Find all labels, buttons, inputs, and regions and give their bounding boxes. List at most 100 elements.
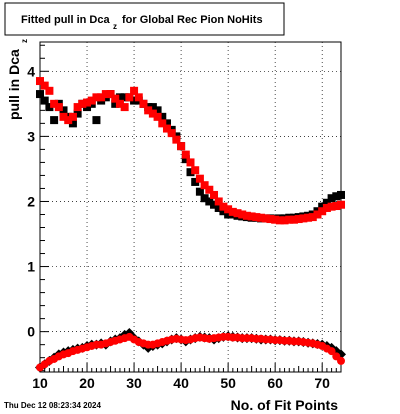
x-tick-label: 20 <box>79 375 95 391</box>
x-axis-title: No. of Fit Points <box>231 397 339 413</box>
data-markers <box>35 77 346 373</box>
data-point <box>144 106 153 115</box>
data-point <box>134 93 143 102</box>
data-point <box>327 202 336 211</box>
x-tick-label: 70 <box>314 375 330 391</box>
date-stamp: Thu Dec 12 08:23:34 2024 <box>4 401 101 410</box>
data-point <box>337 356 345 365</box>
data-point <box>322 203 331 212</box>
data-point <box>219 207 228 216</box>
data-point <box>73 103 82 112</box>
y-axis-title-main: pull in Dca <box>6 49 22 120</box>
data-point <box>195 187 204 196</box>
data-point <box>280 216 289 225</box>
data-point <box>162 124 171 133</box>
title-main: Fitted pull in Dca <box>21 14 110 26</box>
data-point <box>50 116 59 125</box>
data-point <box>228 207 237 216</box>
data-point <box>266 215 275 224</box>
data-point <box>205 197 214 206</box>
data-point <box>68 119 77 128</box>
data-point <box>83 103 92 112</box>
data-point <box>59 106 68 115</box>
data-point <box>210 200 219 209</box>
data-point <box>167 129 176 138</box>
data-point <box>200 181 209 190</box>
data-point <box>332 192 341 201</box>
data-point <box>50 99 59 108</box>
data-point <box>36 77 44 86</box>
x-tick-label: 10 <box>32 375 48 391</box>
data-point <box>40 81 49 90</box>
data-point <box>78 99 87 108</box>
data-point <box>224 210 233 219</box>
y-tick-label: 1 <box>27 259 35 275</box>
tick-labels: 10 20 30 40 50 60 70 0 1 2 3 4 <box>27 63 330 391</box>
data-point <box>238 210 247 219</box>
y-tick-label: 4 <box>27 63 35 79</box>
data-point <box>101 90 110 99</box>
data-point <box>158 112 167 121</box>
data-point <box>308 213 317 222</box>
data-point <box>318 202 327 211</box>
data-point <box>83 98 92 107</box>
data-point <box>181 150 190 159</box>
data-point <box>36 90 44 99</box>
data-point <box>111 99 120 108</box>
data-point <box>106 90 115 99</box>
data-point <box>205 185 214 194</box>
data-point <box>271 215 280 224</box>
data-point <box>120 93 129 102</box>
data-point <box>68 112 77 121</box>
data-point <box>148 103 157 112</box>
data-point <box>186 158 195 167</box>
data-point <box>285 215 294 224</box>
data-point <box>224 205 233 214</box>
data-point <box>233 209 242 218</box>
data-point <box>153 112 162 121</box>
data-point <box>148 109 157 118</box>
data-point <box>252 213 261 222</box>
data-point <box>54 103 63 112</box>
data-point <box>195 174 204 183</box>
data-point <box>73 109 82 118</box>
data-point <box>111 94 120 103</box>
data-point <box>40 96 49 105</box>
data-point <box>92 93 101 102</box>
data-point <box>177 142 186 151</box>
data-point <box>92 116 101 125</box>
data-point <box>115 93 124 102</box>
y-tick-label: 2 <box>27 193 35 209</box>
data-point <box>327 194 336 203</box>
data-point <box>130 86 139 95</box>
data-point <box>332 202 341 211</box>
data-point <box>318 207 327 216</box>
data-point <box>210 190 219 199</box>
data-point <box>299 214 308 223</box>
y-axis-title-subscript: z <box>20 39 29 43</box>
data-point <box>120 103 129 112</box>
data-point <box>59 112 68 121</box>
data-point <box>153 106 162 115</box>
plot-frame <box>39 41 342 373</box>
data-point <box>97 93 106 102</box>
data-point <box>289 215 298 224</box>
data-point <box>313 210 322 219</box>
data-point <box>162 119 171 128</box>
data-point <box>257 213 266 222</box>
data-point <box>304 213 313 222</box>
y-tick-label: 3 <box>27 128 35 144</box>
data-point <box>181 155 190 164</box>
data-point <box>45 103 54 112</box>
data-point <box>214 197 223 206</box>
data-point <box>261 214 270 223</box>
series-2 <box>36 77 345 225</box>
data-point <box>327 347 336 356</box>
data-point <box>125 93 134 102</box>
data-point <box>87 96 96 105</box>
data-point <box>247 212 256 221</box>
title-rest: for Global Rec Pion NoHits <box>122 14 263 26</box>
x-tick-label: 60 <box>267 375 283 391</box>
data-point <box>337 190 345 199</box>
